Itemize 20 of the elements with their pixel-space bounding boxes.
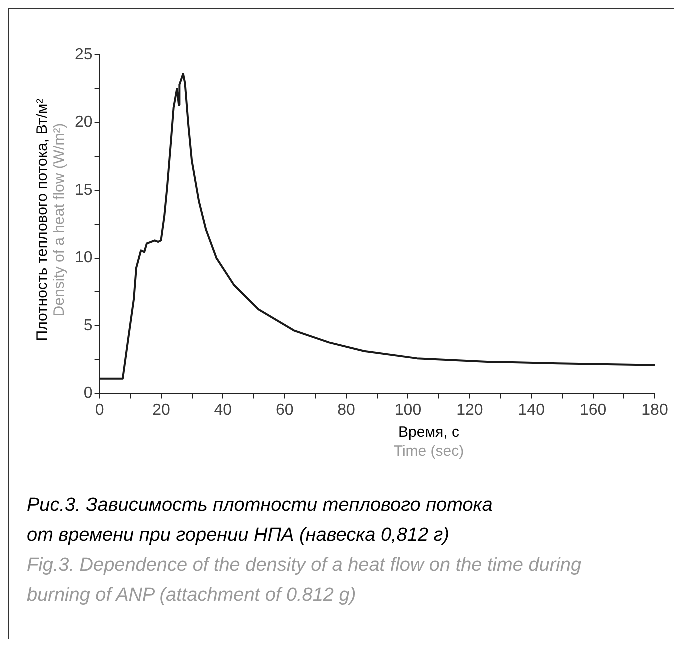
x-tick-label: 120 — [456, 402, 484, 419]
y-tick-label: 5 — [84, 317, 93, 334]
y-axis-title: Плотность теплового потока, Вт/м² Density of a heat flow (W/m²) — [34, 98, 68, 344]
y-tick-label: 10 — [75, 250, 93, 267]
y-tick-label: 20 — [75, 114, 93, 132]
x-tick-label: 140 — [518, 402, 546, 419]
text: Рис.3. Зависимость плотности теплового потока от времени при горении НПА (навеска 0,812 г) — [27, 494, 494, 548]
x-tick-label: 0 — [95, 402, 104, 419]
x-tick-label: 60 — [276, 402, 294, 419]
x-tick-label: 100 — [394, 402, 422, 419]
y-tick-label: 25 — [75, 46, 93, 64]
x-axis-title: Время, с Time (sec) — [392, 423, 466, 461]
x-tick-label: 40 — [214, 402, 232, 419]
x-tick-label: 80 — [338, 402, 356, 419]
y-tick-label: 15 — [75, 182, 93, 199]
caption: Fig.3. Dependence of the density of a heat flow on the time during burning of ANP (attachment of 0.812 g) — [27, 554, 583, 608]
y-tick-label: 0 — [84, 385, 93, 402]
x-tick-label: 160 — [580, 402, 607, 419]
x-tick-label: 180 — [642, 402, 668, 419]
x-tick-label: 20 — [152, 402, 170, 419]
